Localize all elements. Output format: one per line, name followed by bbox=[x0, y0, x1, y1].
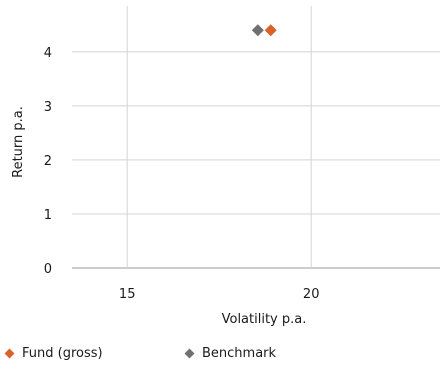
y-tick-labels: 0 1 2 3 4 bbox=[44, 46, 52, 277]
legend-item-fund[interactable]: Fund (gross) bbox=[4, 346, 103, 361]
legend-diamond-icon bbox=[4, 348, 15, 359]
legend-label: Fund (gross) bbox=[22, 346, 103, 361]
legend-item-benchmark[interactable]: Benchmark bbox=[184, 346, 276, 361]
y-tick-label: 0 bbox=[44, 262, 52, 277]
x-gridlines bbox=[126, 6, 312, 268]
legend-label: Benchmark bbox=[202, 346, 277, 361]
x-axis-label: Volatility p.a. bbox=[222, 312, 307, 327]
legend-diamond-icon bbox=[184, 348, 195, 359]
legend: Fund (gross) Benchmark bbox=[4, 346, 434, 366]
data-point-fund bbox=[264, 24, 277, 37]
data-point-benchmark bbox=[251, 24, 264, 37]
y-axis-label: Return p.a. bbox=[11, 106, 26, 178]
y-gridlines bbox=[72, 51, 440, 269]
x-tick-label: 15 bbox=[119, 287, 136, 302]
y-tick-label: 3 bbox=[44, 100, 52, 115]
x-tick-labels: 15 20 bbox=[119, 287, 320, 302]
y-tick-label: 1 bbox=[44, 208, 52, 223]
data-points bbox=[251, 24, 277, 37]
y-tick-label: 4 bbox=[44, 46, 52, 61]
x-tick-label: 20 bbox=[303, 287, 320, 302]
y-tick-label: 2 bbox=[44, 154, 52, 169]
